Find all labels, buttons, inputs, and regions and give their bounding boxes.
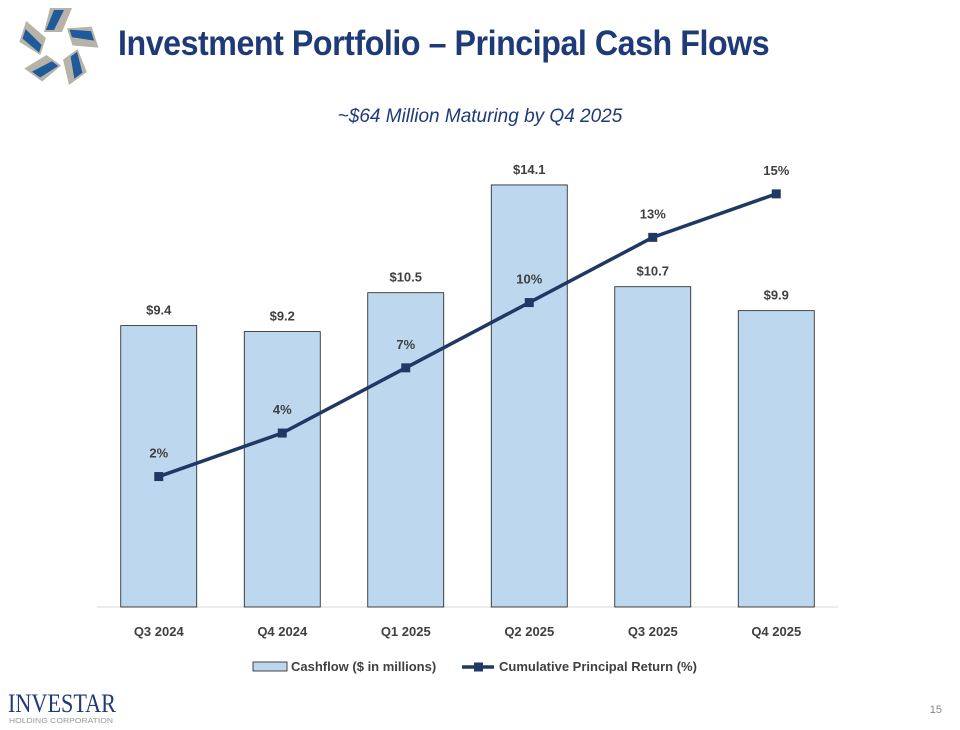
x-tick-label: Q3 2024 (134, 624, 185, 639)
footer-logo-text: INVESTAR (8, 690, 117, 718)
investar-footer-logo: INVESTAR HOLDING CORPORATION (8, 690, 117, 725)
line-marker (154, 472, 164, 482)
line-marker (401, 363, 411, 373)
legend-bar-swatch (252, 661, 288, 672)
bar-data-label: $9.2 (270, 309, 295, 324)
bar (490, 184, 568, 608)
legend-line-marker (474, 662, 483, 672)
bar (243, 331, 321, 608)
footer-logo-subtext: HOLDING CORPORATION (9, 716, 113, 725)
bar (737, 310, 815, 608)
line-marker (771, 189, 781, 199)
x-tick-label: Q1 2025 (381, 624, 431, 639)
line-marker (524, 298, 534, 308)
legend-label-cashflow: Cashflow ($ in millions) (291, 659, 436, 674)
cumulative-return-line (158, 192, 777, 479)
x-tick-label: Q3 2025 (628, 624, 678, 639)
bar-data-label: $10.7 (636, 264, 669, 279)
line-data-label: 13% (640, 206, 666, 221)
page-title: Investment Portfolio – Principal Cash Fl… (118, 24, 770, 63)
line-data-label: 15% (763, 163, 789, 178)
bar-data-label: $14.1 (513, 162, 546, 177)
bar-data-label: $9.4 (146, 303, 172, 318)
chart-subtitle: ~$64 Million Maturing by Q4 2025 (337, 106, 623, 127)
header-logo-icon (17, 8, 99, 85)
bar-data-label: $9.9 (764, 288, 789, 303)
line-data-label: 7% (396, 337, 415, 352)
line-data-label: 2% (149, 446, 168, 461)
x-tick-label: Q4 2024 (257, 624, 308, 639)
line-data-label: 10% (516, 272, 542, 287)
page-number: 15 (929, 704, 942, 716)
line-marker (648, 232, 658, 242)
legend-label-cumulative: Cumulative Principal Return (%) (499, 659, 697, 674)
x-tick-label: Q2 2025 (504, 624, 554, 639)
x-tick-label: Q4 2025 (751, 624, 801, 639)
line-data-label: 4% (273, 402, 292, 417)
bar-data-label: $10.5 (389, 270, 422, 285)
bar (367, 292, 445, 608)
bar (614, 286, 692, 608)
line-marker (277, 428, 287, 438)
